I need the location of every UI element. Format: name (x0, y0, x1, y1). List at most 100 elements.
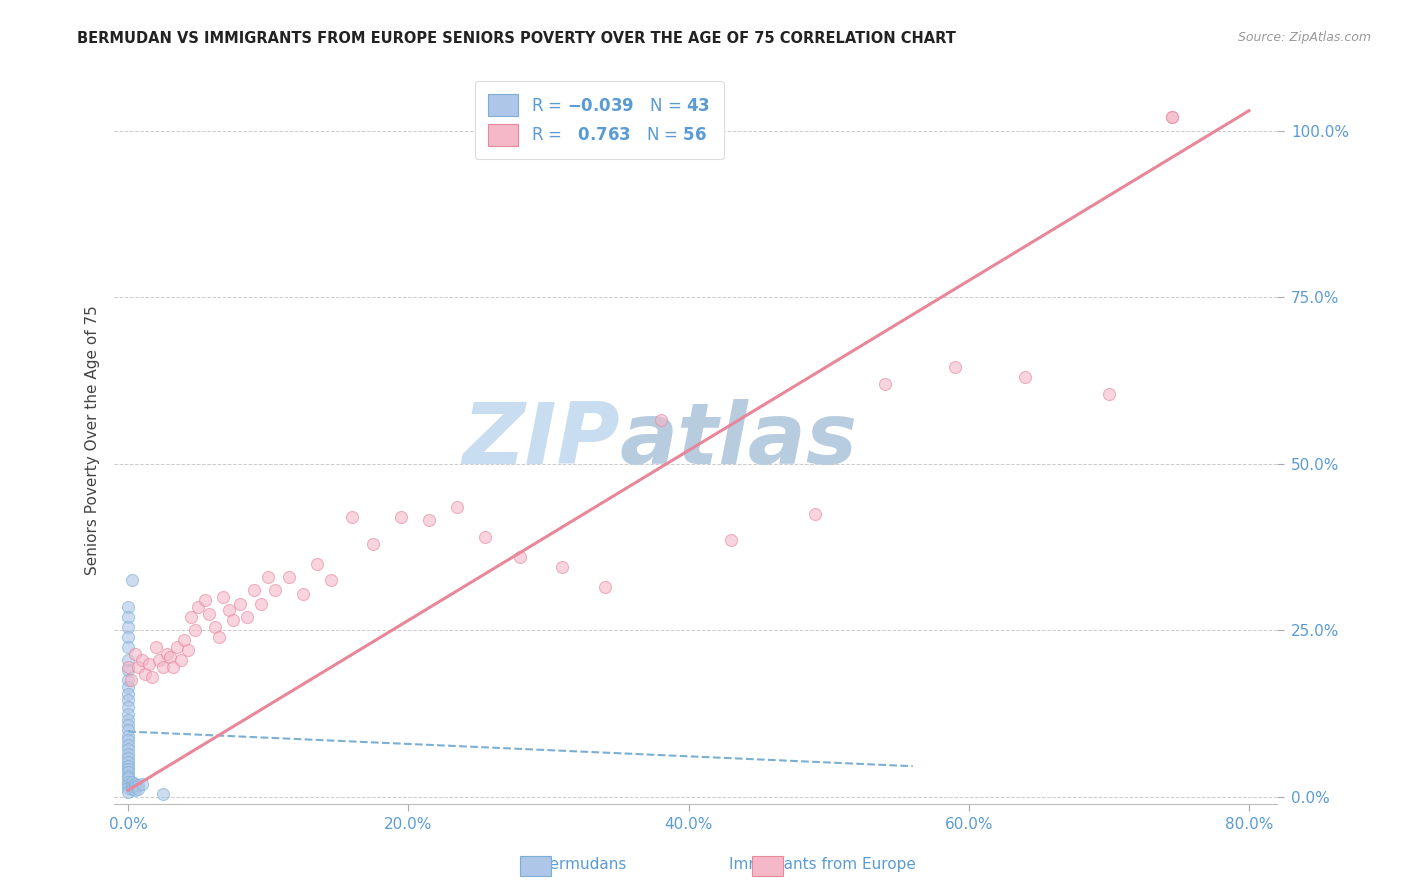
Text: Source: ZipAtlas.com: Source: ZipAtlas.com (1237, 31, 1371, 45)
Point (389, 510, 412, 524)
Y-axis label: Seniors Poverty Over the Age of 75: Seniors Poverty Over the Age of 75 (86, 306, 100, 575)
Point (117, 700, 139, 714)
Point (127, 660, 149, 674)
Point (873, 376, 896, 391)
Point (720, 533, 742, 548)
Point (117, 640, 139, 654)
Point (321, 574, 343, 588)
Point (117, 673, 139, 688)
Point (551, 560, 574, 574)
Point (117, 630, 139, 644)
Point (117, 751, 139, 765)
Point (141, 670, 163, 684)
Point (131, 776, 153, 790)
Point (152, 787, 174, 801)
Point (117, 747, 139, 761)
Point (212, 590, 235, 604)
Point (198, 607, 221, 621)
Point (117, 733, 139, 747)
Point (243, 583, 266, 598)
Point (117, 778, 139, 792)
Point (509, 549, 531, 564)
Point (446, 500, 468, 514)
Point (131, 653, 153, 667)
Point (117, 663, 139, 677)
Point (117, 771, 139, 785)
Point (159, 650, 181, 665)
Point (145, 640, 167, 654)
Point (208, 630, 231, 644)
Point (117, 693, 139, 707)
Point (170, 653, 193, 667)
Text: Bermudans: Bermudans (540, 857, 627, 872)
Point (156, 647, 179, 661)
Point (127, 781, 149, 796)
Point (184, 624, 207, 638)
Point (204, 620, 226, 634)
Point (236, 610, 259, 624)
Point (166, 640, 188, 654)
Point (121, 574, 143, 588)
Point (218, 603, 240, 617)
Point (194, 593, 217, 607)
Point (138, 657, 160, 671)
Text: atlas: atlas (620, 399, 858, 482)
Point (117, 758, 139, 772)
Point (250, 597, 273, 611)
Point (180, 610, 202, 624)
Point (124, 783, 146, 797)
Point (124, 780, 146, 794)
Legend: R = $\mathbf{-0.039}$   N = $\mathbf{43}$, R =   $\mathbf{0.763}$   N = $\mathbf: R = $\mathbf{-0.039}$ N = $\mathbf{43}$,… (475, 81, 724, 159)
Point (1160, 111, 1182, 125)
Point (363, 537, 385, 551)
Point (117, 765, 139, 780)
Point (117, 687, 139, 701)
Point (943, 360, 966, 375)
Point (117, 762, 139, 776)
Point (152, 660, 174, 674)
Point (117, 775, 139, 789)
Point (117, 713, 139, 727)
Point (117, 653, 139, 667)
Point (162, 660, 184, 674)
Point (117, 729, 139, 743)
Point (117, 742, 139, 756)
Point (342, 510, 364, 524)
Point (117, 755, 139, 769)
Point (1098, 387, 1121, 401)
Point (127, 778, 149, 792)
Point (264, 583, 287, 598)
Point (121, 781, 143, 796)
Point (120, 673, 142, 688)
Point (187, 599, 209, 614)
Point (1014, 370, 1036, 384)
Point (117, 660, 139, 674)
Point (117, 620, 139, 634)
Point (117, 706, 139, 721)
Point (474, 530, 496, 544)
Point (593, 580, 616, 594)
Point (117, 610, 139, 624)
Point (117, 784, 139, 798)
Point (650, 413, 672, 427)
Point (117, 738, 139, 752)
Point (418, 513, 440, 527)
Point (121, 775, 143, 789)
Point (117, 680, 139, 694)
Text: BERMUDAN VS IMMIGRANTS FROM EUROPE SENIORS POVERTY OVER THE AGE OF 75 CORRELATIO: BERMUDAN VS IMMIGRANTS FROM EUROPE SENIO… (77, 31, 956, 46)
Point (803, 507, 825, 521)
Point (121, 779, 143, 793)
Point (278, 570, 301, 584)
Point (124, 776, 146, 790)
Point (257, 570, 280, 584)
Text: Immigrants from Europe: Immigrants from Europe (730, 857, 915, 872)
Point (1160, 111, 1182, 125)
Text: ZIP: ZIP (463, 399, 620, 482)
Point (173, 633, 195, 648)
Point (117, 768, 139, 782)
Point (307, 557, 329, 571)
Point (222, 613, 245, 627)
Point (124, 647, 146, 661)
Point (292, 587, 315, 601)
Point (117, 599, 139, 614)
